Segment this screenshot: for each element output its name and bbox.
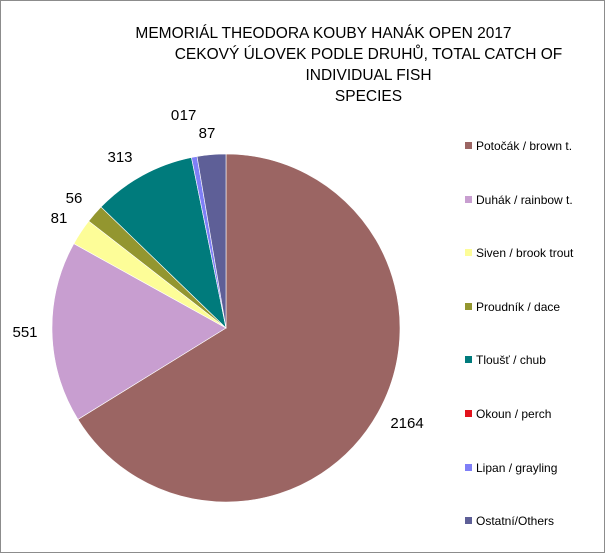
- data-label-2: 81: [51, 210, 68, 227]
- legend-swatch-0: [465, 142, 472, 149]
- legend-label-1: Duhák / rainbow t.: [476, 192, 573, 207]
- legend-label-6: Lipan / grayling: [476, 460, 558, 475]
- pie-slice-4: [100, 157, 227, 329]
- data-label-4: 313: [107, 149, 132, 166]
- data-label-6: 17: [180, 107, 197, 124]
- pie-slice-0: [77, 153, 401, 503]
- data-label-1: 551: [12, 324, 37, 341]
- chart-title-block: MEMORIÁL THEODORA KOUBY HANÁK OPEN 2017 …: [1, 23, 605, 107]
- legend-label-5: Okoun / perch: [476, 407, 552, 421]
- legend-label-4: Tloušť / chub: [476, 353, 546, 368]
- legend-label-7: Ostatní/Others: [476, 514, 555, 529]
- legend-swatch-3: [465, 302, 472, 310]
- chart-subtitle-line-2: SPECIES: [334, 88, 403, 105]
- legend-swatch-1: [465, 195, 472, 203]
- data-label-5: 0: [171, 107, 179, 124]
- pie-slice-1: [51, 243, 227, 420]
- data-label-0: 2164: [390, 415, 423, 432]
- legend-swatch-2: [465, 249, 472, 257]
- legend-label-2: Siven / brook trout: [476, 246, 574, 261]
- chart-title: MEMORIÁL THEODORA KOUBY HANÁK OPEN 2017: [135, 25, 512, 42]
- legend-label-0: Potočák / brown t.: [476, 139, 573, 153]
- legend-swatch-5: [465, 410, 472, 417]
- legend-swatch-4: [465, 356, 472, 364]
- pie-slice-7: [196, 153, 227, 329]
- legend-swatch-6: [465, 463, 472, 471]
- legend-label-3: Proudník / dace: [476, 299, 561, 314]
- chart-subtitle-line-1: CEKOVÝ ÚLOVEK PODLE DRUHŮ, TOTAL CATCH O…: [174, 46, 563, 84]
- data-label-7: 87: [199, 125, 216, 142]
- data-label-3: 56: [66, 190, 83, 207]
- legend-swatch-7: [465, 517, 472, 525]
